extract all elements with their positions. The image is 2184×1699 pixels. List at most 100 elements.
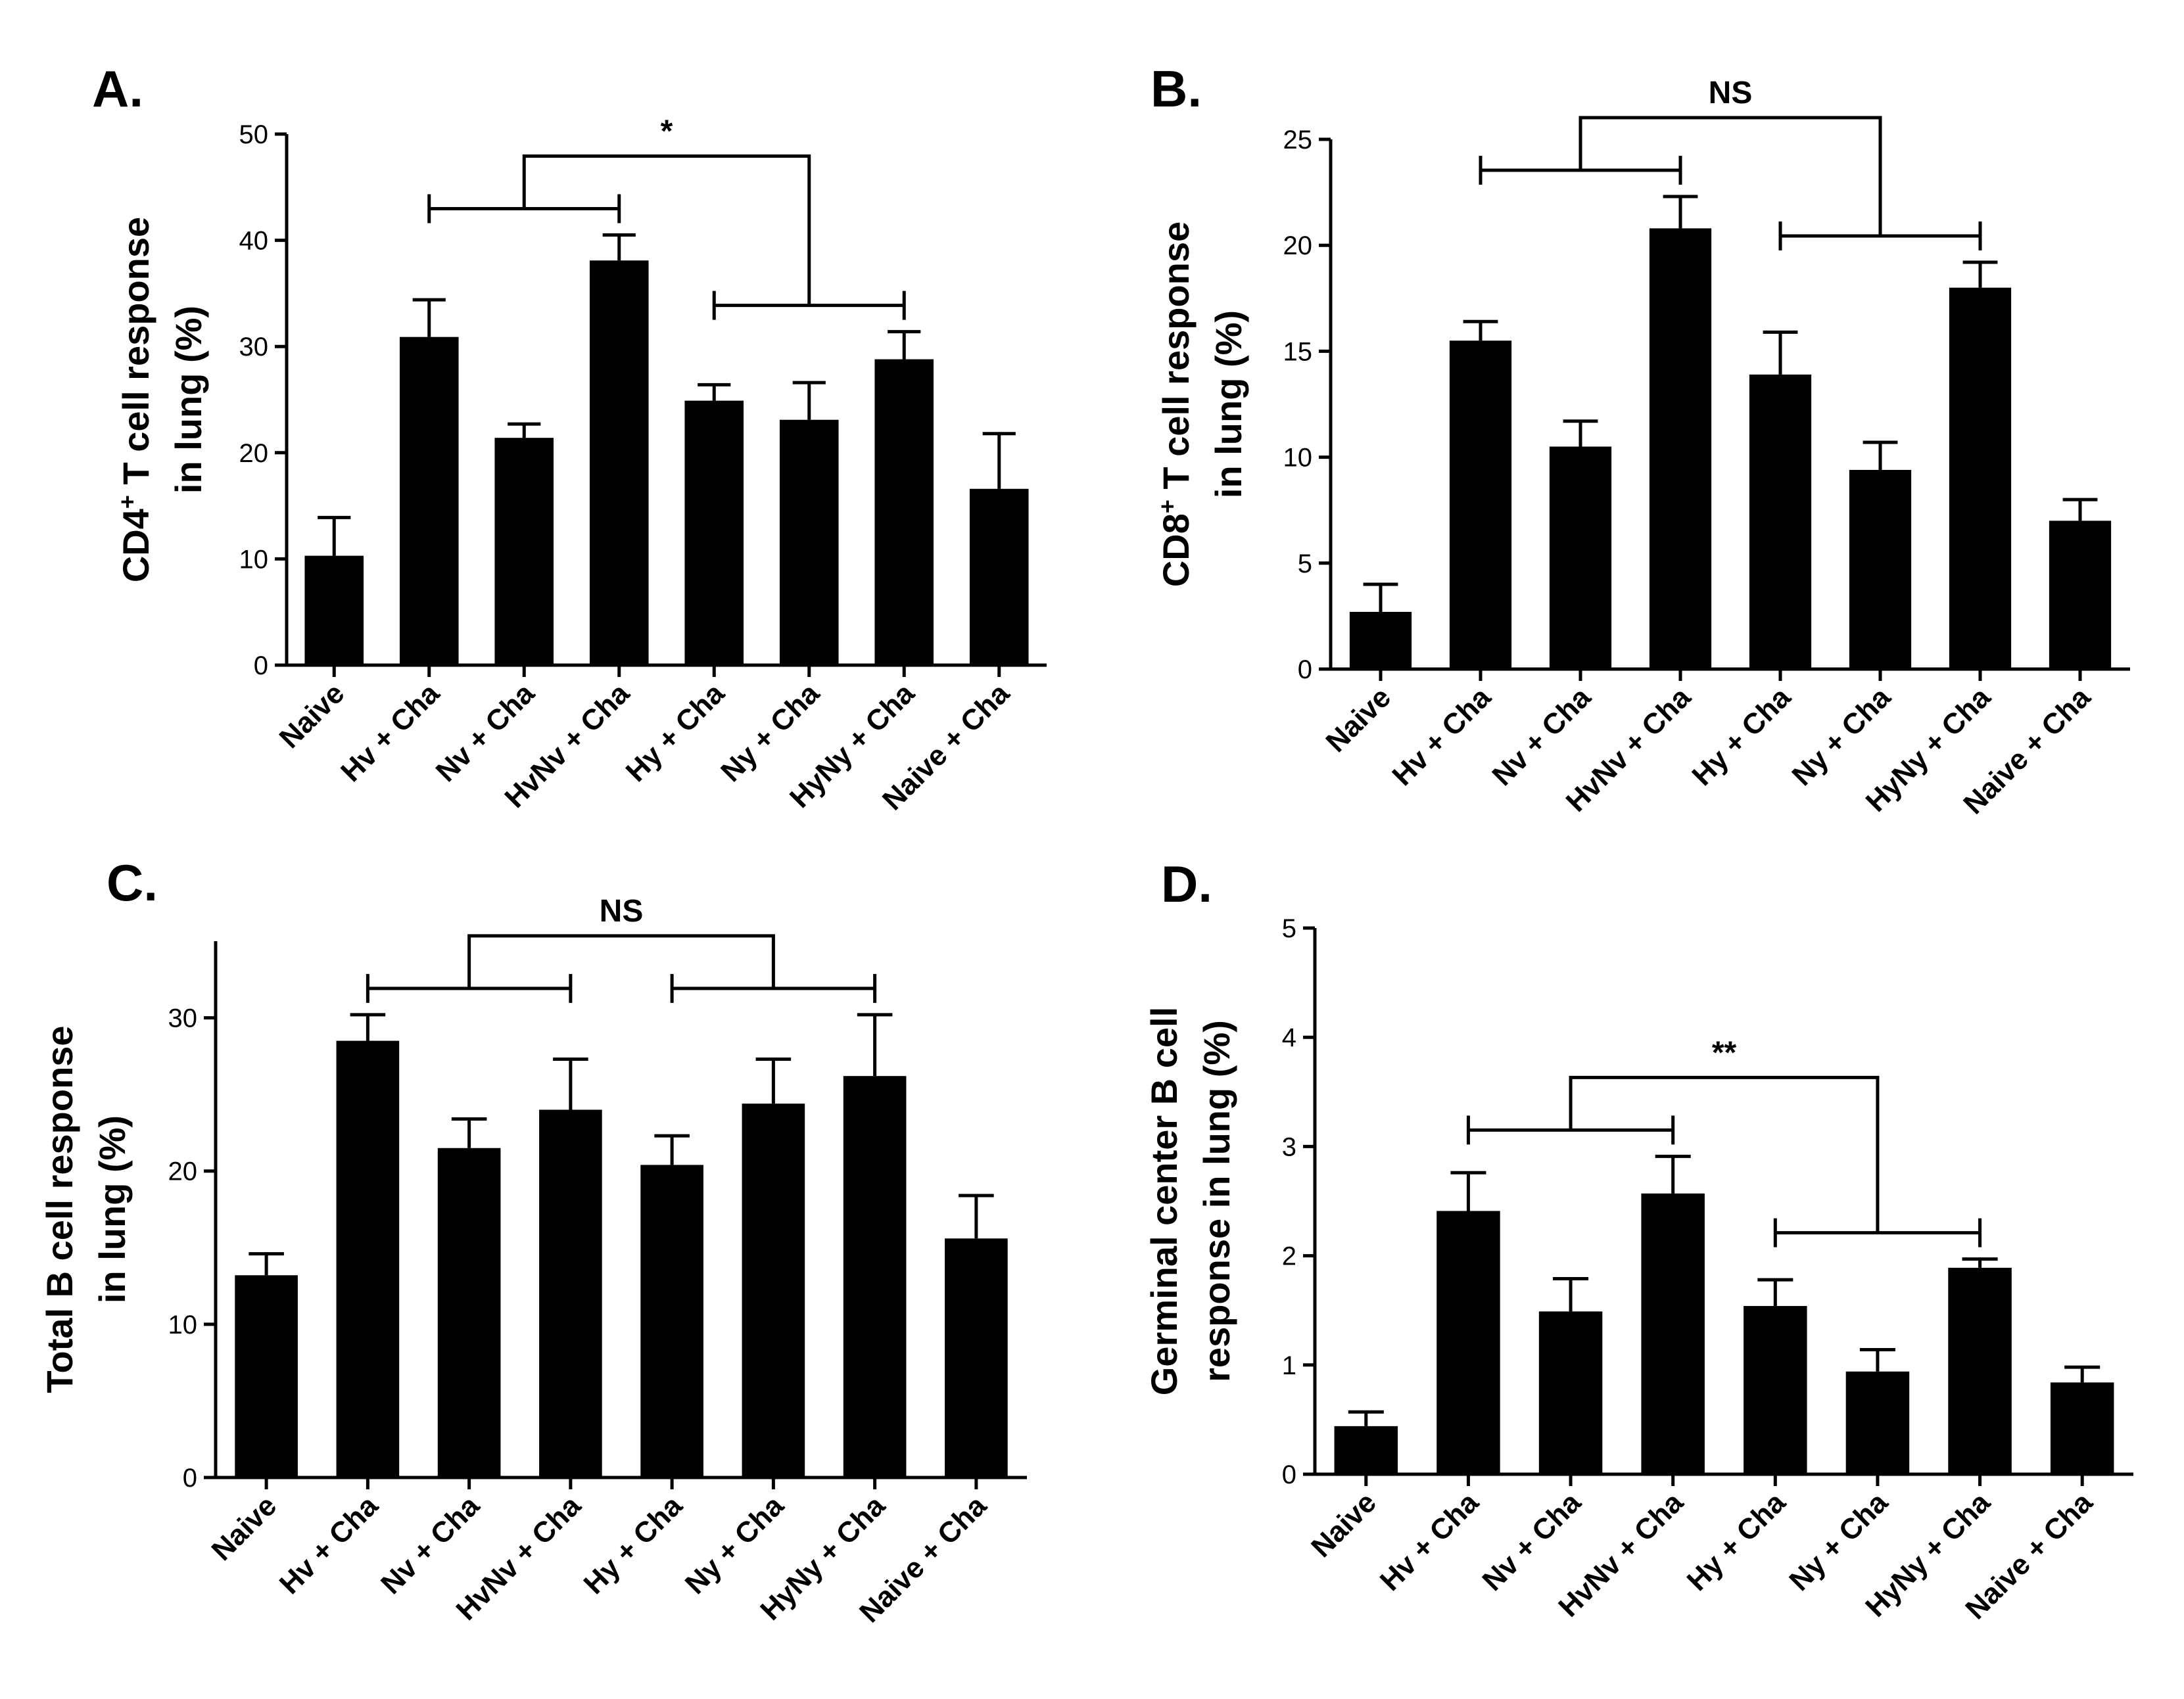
y-tick-label: 50 (239, 120, 269, 149)
x-tick-label-4: Hy + Cha (1681, 1486, 1792, 1597)
significance-label: ** (1712, 1035, 1737, 1070)
chart-panel-d: D. 0 1 2 3 4 5 Germinal center B cell response i… (1143, 855, 2133, 1625)
y-axis-label-superscript: + (1154, 500, 1181, 513)
significance-connector (1579, 116, 1882, 236)
y-tick-label: 4 (1282, 1023, 1296, 1052)
y-tick-label: 30 (239, 333, 269, 361)
bar-6 (843, 1076, 907, 1478)
bar-0 (304, 555, 364, 665)
bar-3 (539, 1109, 602, 1478)
bar-7 (2050, 1382, 2114, 1474)
x-tick-label-0: Naive (1305, 1486, 1383, 1564)
bar-5 (1849, 469, 1912, 669)
x-tick-label-2: Nv + Cha (1476, 1486, 1587, 1597)
y-tick-label: 2 (1282, 1242, 1296, 1271)
y-tick-label: 15 (1283, 337, 1313, 366)
bar-5 (779, 419, 839, 665)
x-tick-label-0: Naive (273, 677, 351, 755)
bar-7 (969, 488, 1029, 665)
panel-label: C. (107, 854, 158, 912)
y-axis-label-part: Total B cell response (39, 1025, 80, 1393)
y-tick-label: 1 (1282, 1351, 1296, 1380)
bar-3 (1641, 1193, 1705, 1474)
x-tick-label-1: Hv + Cha (1374, 1486, 1485, 1597)
bar-3 (1649, 228, 1712, 670)
bar-3 (589, 260, 649, 666)
x-tick-label-1: Hv + Cha (335, 677, 446, 788)
x-tick-label-4: Hy + Cha (1686, 681, 1797, 792)
y-axis-label-part: T cell response (115, 217, 156, 495)
y-tick-label: 10 (168, 1311, 198, 1339)
x-tick-label-1: Hv + Cha (273, 1489, 385, 1600)
y-tick-label: 40 (239, 227, 269, 256)
bar-2 (494, 438, 554, 665)
bar-2 (1549, 446, 1612, 669)
y-axis-label-line1: CD4+ T cell response (114, 217, 157, 582)
y-axis-label-superscript: + (114, 495, 141, 509)
significance-label: * (661, 114, 673, 149)
y-tick-label: 20 (168, 1157, 198, 1186)
y-tick-label: 10 (1283, 444, 1313, 473)
y-axis-label-line2: in lung (%) (168, 306, 209, 494)
y-axis-label-part: CD8 (1155, 513, 1197, 587)
significance-label: NS (1709, 76, 1753, 110)
y-tick-label: 30 (168, 1004, 198, 1033)
bar-7 (945, 1238, 1008, 1478)
bar-4 (1744, 1306, 1807, 1474)
bar-0 (1334, 1426, 1398, 1474)
y-axis-label-line2: in lung (%) (1208, 310, 1249, 498)
bar-4 (640, 1165, 703, 1478)
y-tick-label: 5 (1298, 549, 1312, 578)
y-axis-label-line1: Total B cell response (39, 1025, 80, 1393)
bar-4 (1749, 374, 1812, 669)
y-tick-label: 5 (1282, 914, 1296, 943)
y-tick-label: 25 (1283, 126, 1313, 154)
panel-label: A. (92, 60, 143, 118)
x-tick-label-0: Naive (1319, 681, 1397, 758)
y-axis-label-part: CD4 (115, 509, 156, 582)
chart-panel-c: C. 0 10 20 30 Total B cell response in lung (%… (39, 854, 1027, 1629)
bar-1 (1449, 340, 1512, 669)
y-tick-label: 0 (254, 651, 268, 680)
y-axis-label-line2: response in lung (%) (1196, 1020, 1237, 1382)
bar-6 (874, 359, 934, 665)
y-tick-label: 20 (239, 439, 269, 468)
bar-1 (1436, 1211, 1500, 1474)
significance-label: NS (600, 894, 644, 929)
bar-5 (1845, 1371, 1910, 1474)
bar-2 (1538, 1311, 1603, 1474)
significance-connector (1569, 1075, 1880, 1233)
bar-6 (1948, 1267, 2012, 1474)
bar-5 (742, 1104, 805, 1478)
bar-0 (1349, 611, 1412, 669)
bar-7 (2049, 521, 2112, 669)
x-tick-label-1: Hv + Cha (1386, 681, 1497, 792)
bar-1 (336, 1040, 400, 1478)
bar-6 (1949, 287, 2012, 669)
chart-panel-a: A. 0 10 20 30 40 50 CD4+ T cell response in lung… (92, 60, 1047, 816)
y-tick-label: 0 (183, 1464, 197, 1493)
y-tick-label: 3 (1282, 1132, 1296, 1161)
bar-1 (399, 337, 459, 665)
y-tick-label: 10 (239, 545, 269, 574)
chart-panel-b: B. 0 5 10 15 20 25 CD8+ T cell response in lung … (1151, 60, 2130, 820)
x-tick-label-5: Ny + Cha (1783, 1486, 1894, 1597)
bar-0 (235, 1275, 298, 1478)
bar-4 (684, 400, 744, 665)
panel-label: D. (1161, 855, 1212, 913)
y-axis-label-line2: in lung (%) (91, 1115, 133, 1303)
x-tick-label-0: Naive (206, 1489, 283, 1567)
significance-connector (522, 154, 811, 306)
x-tick-label-4: Hy + Cha (620, 677, 731, 788)
bar-2 (437, 1148, 501, 1478)
panel-label: B. (1151, 60, 1202, 118)
y-axis-label-line1: CD8+ T cell response (1154, 221, 1197, 587)
y-tick-label: 0 (1298, 655, 1312, 684)
y-tick-label: 20 (1283, 231, 1313, 260)
y-axis-label-part: Germinal center B cell (1143, 1007, 1185, 1395)
x-tick-label-4: Hy + Cha (578, 1489, 689, 1600)
y-tick-label: 0 (1282, 1460, 1296, 1489)
y-axis-label-part: T cell response (1155, 221, 1197, 500)
y-axis-label-line1: Germinal center B cell (1143, 1007, 1185, 1395)
